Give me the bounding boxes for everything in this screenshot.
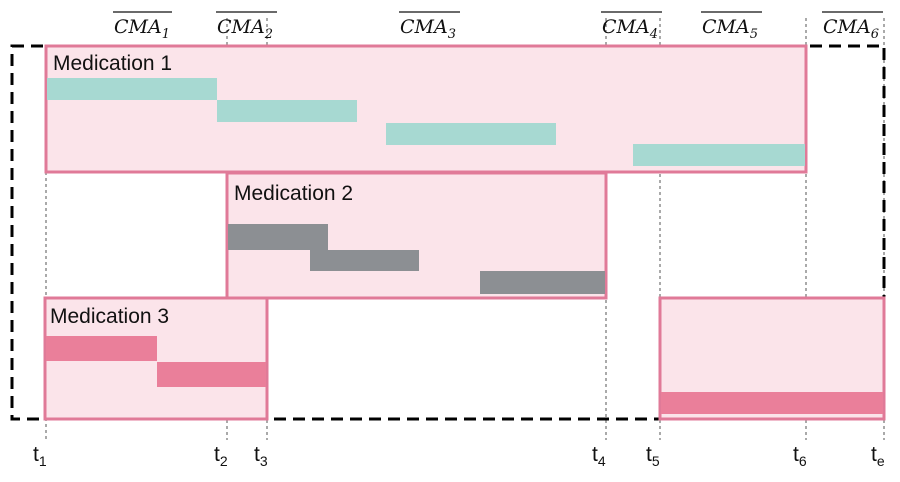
cma-2-label: CMA2: [217, 16, 273, 42]
observation-window: [10, 44, 886, 421]
medication-1-dose-4: [633, 144, 805, 166]
time-label-t4: t4: [592, 443, 606, 469]
medication-3-dose-1: [46, 336, 157, 361]
medication-2-dose-3: [480, 271, 605, 294]
time-label-t2: t2: [214, 443, 228, 469]
medication-2-dose-1: [228, 224, 328, 250]
medication-3-dose-2: [157, 362, 266, 387]
time-label-t6: t6: [793, 443, 807, 469]
medication-1-dose-1: [47, 78, 217, 100]
cma-4-label: CMA4: [602, 16, 658, 42]
time-label-t5: t5: [646, 443, 660, 469]
medication-1-group: Medication 1: [44, 44, 808, 174]
medication-1-dose-2: [217, 100, 357, 122]
medication-3-dose-3: [661, 392, 883, 414]
time-label-te: te: [871, 443, 885, 469]
cma-6-label: CMA6: [823, 16, 879, 42]
medication-1-label: Medication 1: [53, 52, 172, 75]
cma-5-label: CMA5: [702, 16, 758, 42]
medication-2-group: Medication 2: [225, 171, 608, 300]
medication-3-group: Medication 3: [43, 296, 886, 421]
medication-1-dose-3: [386, 123, 556, 145]
medication-2-dose-2: [310, 250, 419, 271]
medication-2-label: Medication 2: [234, 182, 353, 205]
time-label-t3: t3: [254, 443, 268, 469]
cma-labels: CMA1 CMA2 CMA3 CMA4 CMA5 CMA6: [113, 11, 883, 42]
time-labels: t1 t2 t3 t4 t5 t6 te: [33, 443, 885, 469]
cma-1-label: CMA1: [114, 16, 170, 42]
time-label-t1: t1: [33, 443, 47, 469]
medication-3-label: Medication 3: [50, 305, 169, 328]
cma-3-label: CMA3: [400, 16, 456, 42]
